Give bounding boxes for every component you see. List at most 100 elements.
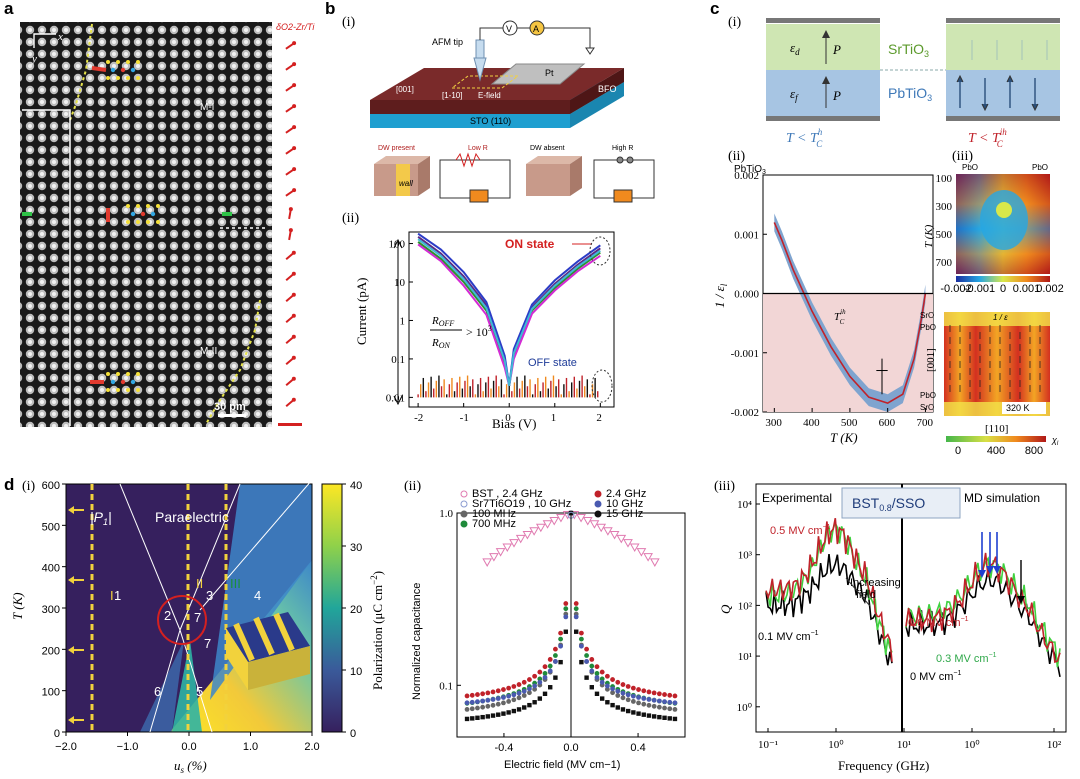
vortex-cube [226,612,310,690]
capacitance-point [589,520,600,529]
capacitance-point [636,548,647,557]
phase-highlight [157,595,207,645]
capacitance-point [547,668,553,674]
capacitance-point [521,688,527,694]
capacitance-point [625,692,631,698]
increasing-label: Increasing [850,577,901,589]
polarization-arrowhead [291,376,296,381]
capacitance-point [620,690,626,696]
capacitance-point [667,699,673,705]
label-06: 0.6 MV cm−1 [908,616,969,629]
b-ii-ylabel: Current (pA) [354,277,369,345]
capacitance-point [589,657,595,662]
capacitance-point [515,534,526,544]
capacitance-point [630,699,636,704]
pto-layer-left [766,70,880,116]
capacitance-point [584,653,589,658]
efield-label: E-field [478,91,501,100]
capacitance-point [594,671,600,676]
d-i-ylabel: T (K) [10,592,25,620]
capacitance-point [553,646,558,652]
polarization-arrowhead [292,125,297,130]
y-tick-label: 100 [389,239,406,251]
strain-arrowhead [68,716,74,724]
sto-layer-left [766,24,880,70]
q-curve [765,554,893,666]
inv-eps-inset: 1 / ε [993,313,1008,322]
cbar-tick-label: 20 [350,604,362,616]
y-tick-label: 200 [42,645,60,657]
paraelectric-label: Paraelectric [155,509,229,525]
cbar-tick-label: 30 [350,542,362,554]
capacitance-point [646,713,652,718]
y-tick-label: 0 [54,728,60,740]
capacitance-point [641,701,647,707]
polarization-arrowhead [291,334,296,339]
strain-arrows [68,506,84,724]
legend-entry: 100 MHz [472,508,516,520]
bfo-front [370,100,570,114]
pbo-top-left: PbO [962,163,978,172]
capacitance-point [584,659,589,664]
capacitance-point [511,708,517,714]
capacitance-point [599,679,605,685]
capacitance-point [482,558,493,567]
cap-bottom-left [766,116,880,121]
c-iii-y-tick: 300 [936,201,953,213]
capacitance-point [522,705,527,710]
md-simulation-label: MD simulation [964,491,1040,505]
capacitance-point [589,663,595,669]
bfo-label: BFO [598,84,617,94]
capacitance-point [646,689,652,695]
capacitance-point [532,700,537,705]
polarization-arrowhead [291,271,296,276]
capacitance-point [516,682,522,687]
capacitance-point [537,676,543,682]
capacitance-point [646,702,652,708]
capacitance-point [573,601,579,606]
sro-bot: SrO [920,403,934,412]
d-ii-xlabel: Electric field (MV cm−1) [504,759,620,771]
temp-320: 320 K [1006,403,1030,413]
capacitance-point [537,679,543,685]
y-tick-label: -0.002 [731,407,759,419]
capacitance-point [630,693,636,699]
y-tick-label: 600 [42,480,60,492]
domain-wall-bottom [205,299,261,425]
bst-label: BST0.8/SSO [852,495,925,513]
roman-ii: II [196,576,203,591]
capacitance-point [521,679,527,685]
panel-d-label: d [4,475,14,494]
capacitance-point [584,675,589,680]
domain-arrowhead [1031,103,1039,112]
capacitance-point [584,646,589,652]
capacitance-point [549,517,560,526]
cbar-tick-label: 10 [350,666,362,678]
capacitance-point [573,606,579,612]
legend-marker [594,500,602,508]
x-tick-label: −2.0 [55,741,77,753]
capacitance-point [573,629,579,634]
c-iii-cbar1 [956,276,1050,282]
capacitance-point [620,682,626,687]
axes-indicator [33,33,56,48]
x-tick-label: 0.0 [563,742,578,754]
panel-d-iii: (iii) [714,479,735,494]
capacitance-point [480,691,486,697]
capacitance-point [501,695,506,700]
dot-cluster-top [91,60,140,80]
x-tick-label: -1 [460,412,469,424]
capacitance-point [516,707,522,712]
x-tick-label: 2 [596,412,602,424]
capacitance-point [604,686,610,692]
capacitance-point [553,659,558,664]
x-tick-label: 10¹ [897,739,911,751]
capacitance-point [490,702,496,708]
capacitance-point [547,663,553,669]
axis-y-label: y [31,53,37,65]
pto-text: PbTiO3 [888,85,932,103]
capacitance-point [594,691,600,696]
x-tick-label: 10⁻¹ [758,739,778,751]
region-m1: M-I [200,102,214,113]
legend-entry: BST , 2.4 GHz [472,488,543,500]
